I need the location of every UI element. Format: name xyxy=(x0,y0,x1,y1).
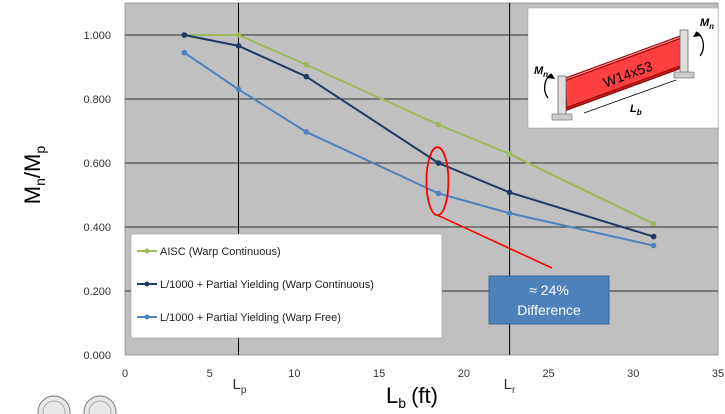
length-label: Lb xyxy=(630,103,642,117)
series-line-1 xyxy=(184,34,655,225)
right-moment-arrowhead xyxy=(693,32,701,37)
y-tick-label: 0.800 xyxy=(83,94,111,106)
data-point xyxy=(506,189,513,196)
data-point xyxy=(303,61,310,68)
legend-label: L/1000 + Partial Yielding (Warp Free) xyxy=(160,312,341,324)
data-point xyxy=(506,210,513,217)
data-point xyxy=(650,221,657,227)
data-point xyxy=(650,242,657,249)
data-point xyxy=(435,160,442,166)
x-tick-label: 25 xyxy=(542,368,554,380)
right-moment-arrow xyxy=(695,31,705,57)
right-moment-label: Mn xyxy=(700,17,714,31)
legend-label: L/1000 + Partial Yielding (Warp Continuo… xyxy=(160,279,374,291)
data-point xyxy=(435,190,442,197)
beam-inset: W14x53 Mn Mn Lb xyxy=(527,7,719,129)
data-point xyxy=(650,233,657,240)
data-point xyxy=(181,32,188,38)
data-point xyxy=(303,73,310,80)
series-layer xyxy=(181,32,657,249)
data-point xyxy=(235,43,242,49)
series-line-2 xyxy=(184,34,654,238)
university-seals xyxy=(37,395,117,414)
x-tick-label: 0 xyxy=(122,368,128,380)
left-moment-label: Mn xyxy=(534,65,548,79)
legend-marker xyxy=(144,281,150,287)
left-support-base xyxy=(551,113,573,121)
data-point xyxy=(181,49,188,56)
data-point xyxy=(235,86,242,93)
length-dimension-line xyxy=(583,79,677,114)
x-tick-label: 15 xyxy=(373,368,385,380)
legend-box xyxy=(130,233,443,339)
left-support xyxy=(557,75,567,117)
data-point xyxy=(435,121,442,128)
left-moment-arrowhead xyxy=(547,74,555,79)
marker-label-r: Lr xyxy=(504,376,516,396)
data-point xyxy=(506,151,513,157)
x-tick-label: 20 xyxy=(458,368,470,380)
legend-marker xyxy=(144,314,150,320)
callout-leader xyxy=(437,214,553,269)
y-tick-label: 0.000 xyxy=(83,350,111,362)
x-tick-label: 30 xyxy=(627,368,639,380)
marker-label-p: Lp xyxy=(233,376,247,396)
callout-text-line1: ≈ 24% xyxy=(529,282,569,298)
y-tick-label: 0.600 xyxy=(83,158,111,170)
data-point xyxy=(303,129,310,135)
seal-logo-left xyxy=(37,395,71,414)
series-line-3 xyxy=(183,51,654,247)
right-support-base xyxy=(673,71,695,79)
callout-box xyxy=(488,275,610,325)
legend-marker xyxy=(144,248,150,254)
y-tick-label: 1.000 xyxy=(83,30,111,42)
y-tick-labels: 0.000 0.200 0.400 0.600 0.800 1.000 xyxy=(83,30,111,362)
callout-text-line2: Difference xyxy=(517,302,581,318)
x-tick-label: 10 xyxy=(288,368,300,380)
difference-annotation: ≈ 24% Difference xyxy=(425,146,610,325)
x-axis-title: Lb (ft) xyxy=(386,383,438,411)
seal-logo-right xyxy=(83,395,117,414)
x-tick-label: 5 xyxy=(207,368,213,380)
y-axis-title: Mn/Mp xyxy=(20,146,48,205)
y-tick-label: 0.200 xyxy=(83,286,111,298)
legend-label: AISC (Warp Continuous) xyxy=(160,246,281,258)
right-support xyxy=(679,29,689,75)
x-tick-label: 35 xyxy=(712,368,724,380)
legend: AISC (Warp Continuous) L/1000 + Partial Y… xyxy=(130,233,443,339)
left-moment-arrow xyxy=(543,73,553,99)
y-tick-label: 0.400 xyxy=(83,222,111,234)
data-point xyxy=(235,32,242,38)
x-tick-labels: 0 5 10 15 20 25 30 35 xyxy=(122,368,724,380)
